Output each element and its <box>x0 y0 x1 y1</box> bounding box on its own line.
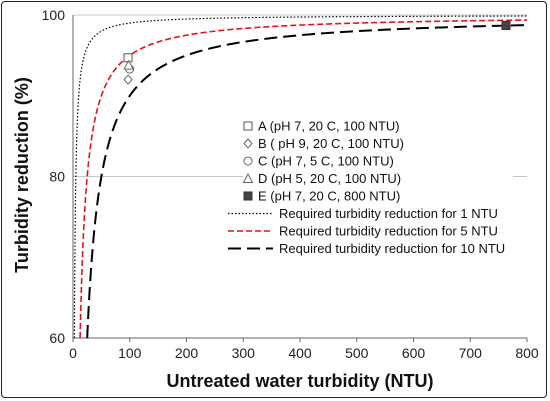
x-tick-label-800: 800 <box>515 345 539 361</box>
curve-5-ntu <box>79 19 528 339</box>
legend-label-5-ntu: Required turbidity reduction for 5 NTU <box>279 224 498 239</box>
x-tick-label-700: 700 <box>459 345 483 361</box>
y-axis-title: Turbidity reduction (%) <box>12 77 32 273</box>
y-tick-label-80: 80 <box>49 169 65 185</box>
legend-marker-d <box>242 172 254 183</box>
data-point-d <box>123 59 134 70</box>
x-tick-label-600: 600 <box>402 345 426 361</box>
legend-label-e: E (pH 7, 20 C, 800 NTU) <box>258 189 400 204</box>
legend-label-10-ntu: Required turbidity reduction for 10 NTU <box>279 241 505 256</box>
legend-label-c: C (pH 7, 5 C, 100 NTU) <box>258 154 394 169</box>
y-tick-label-100: 100 <box>42 7 66 23</box>
legend-marker-c <box>243 156 253 166</box>
x-tick-label-100: 100 <box>118 345 142 361</box>
data-point-e <box>501 20 511 30</box>
data-point-b <box>123 74 133 85</box>
y-tick-label-60: 60 <box>49 330 65 346</box>
legend: A (pH 7, 20 C, 100 NTU) B ( pH 9, 20 C, 1… <box>228 115 513 265</box>
legend-label-d: D (pH 5, 20 C, 100 NTU) <box>258 171 401 186</box>
curves-layer <box>73 15 528 339</box>
axes-layer: 0 100 200 300 400 500 600 700 800 60 80 100 <box>42 7 539 361</box>
x-tick-label-200: 200 <box>175 345 199 361</box>
legend-label-b: B ( pH 9, 20 C, 100 NTU) <box>258 136 404 151</box>
legend-background <box>243 115 513 265</box>
legend-marker-b <box>243 138 253 149</box>
curve-10-ntu <box>86 24 528 338</box>
x-tick-label-0: 0 <box>69 345 77 361</box>
x-tick-label-500: 500 <box>345 345 369 361</box>
legend-marker-a <box>243 121 253 131</box>
points-layer <box>123 20 511 85</box>
legend-marker-e <box>243 191 253 201</box>
x-axis-title: Untreated water turbidity (NTU) <box>166 371 433 391</box>
legend-label-a: A (pH 7, 20 C, 100 NTU) <box>258 119 400 134</box>
x-tick-label-400: 400 <box>288 345 312 361</box>
x-tick-label-300: 300 <box>232 345 256 361</box>
legend-label-1-ntu: Required turbidity reduction for 1 NTU <box>279 206 498 221</box>
